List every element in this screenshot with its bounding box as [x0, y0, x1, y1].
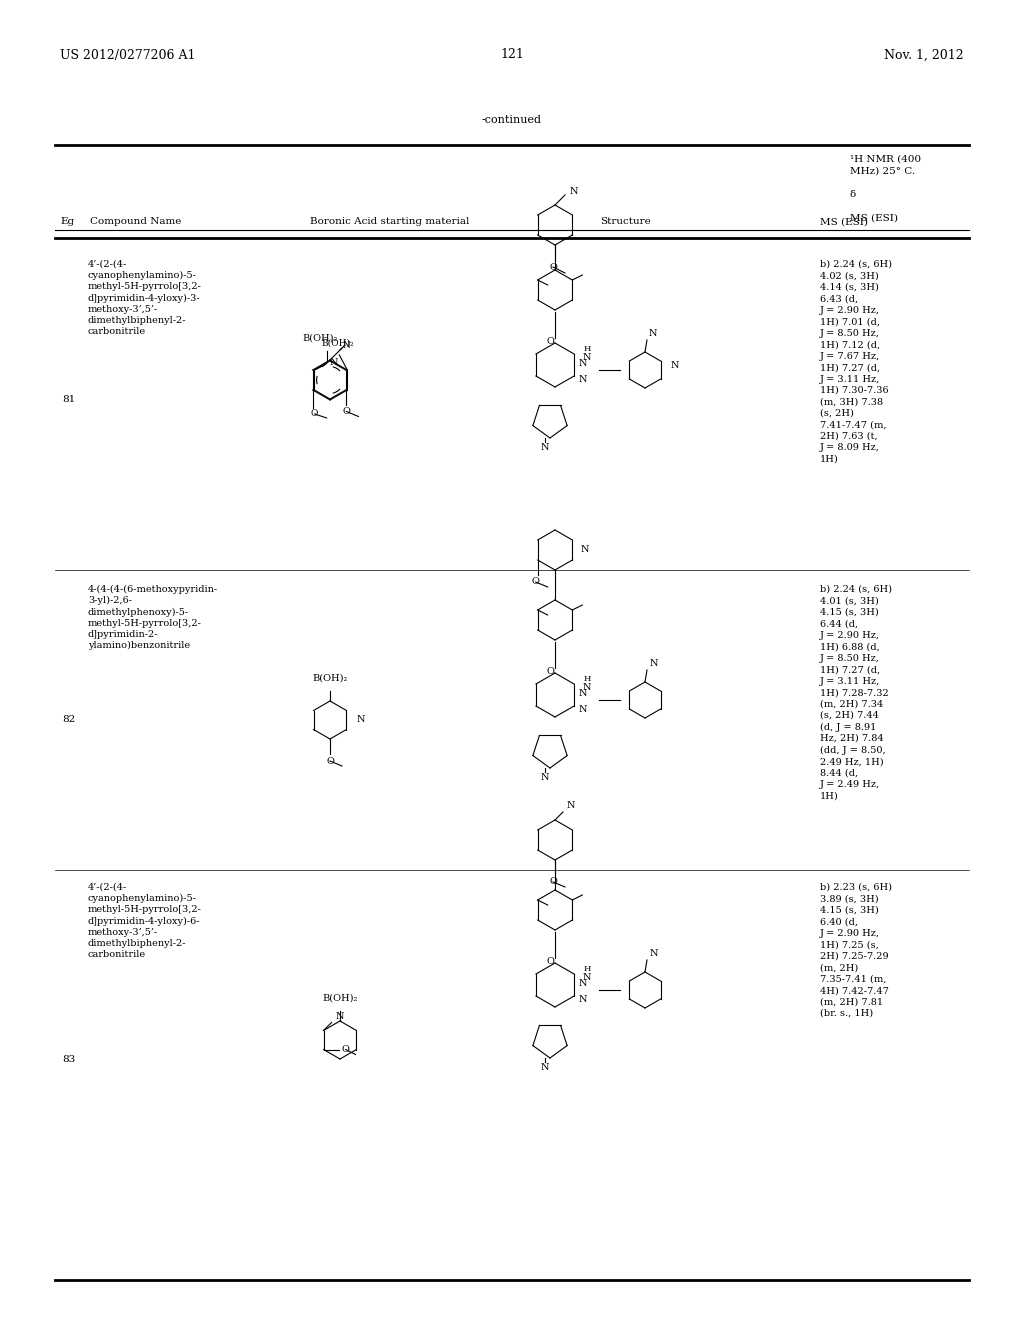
Text: N: N: [581, 545, 590, 554]
Text: N: N: [567, 801, 575, 810]
Text: b) 2.24 (s, 6H)
4.02 (s, 3H)
4.14 (s, 3H)
6.43 (d,
J = 2.90 Hz,
1H) 7.01 (d,
J =: b) 2.24 (s, 6H) 4.02 (s, 3H) 4.14 (s, 3H…: [820, 260, 892, 463]
Text: N: N: [330, 358, 338, 367]
Text: B(OH)₂: B(OH)₂: [302, 334, 338, 343]
Text: N: N: [579, 689, 588, 697]
Text: MS (ESI): MS (ESI): [820, 218, 868, 227]
Text: H: H: [584, 345, 591, 352]
Text: N: N: [541, 444, 549, 453]
Text: 4-(4-(4-(6-methoxypyridin-
3-yl)-2,6-
dimethylphenoxy)-5-
methyl-5H-pyrrolo[3,2-: 4-(4-(4-(6-methoxypyridin- 3-yl)-2,6- di…: [88, 585, 218, 651]
Text: N: N: [579, 705, 588, 714]
Text: O: O: [342, 1045, 349, 1053]
Text: Eg: Eg: [60, 218, 74, 227]
Text: ¹H NMR (400
MHz) 25° C.

δ

MS (ESI): ¹H NMR (400 MHz) 25° C. δ MS (ESI): [850, 154, 922, 223]
Text: N: N: [541, 774, 549, 783]
Text: Nov. 1, 2012: Nov. 1, 2012: [885, 49, 964, 62]
Text: N: N: [583, 682, 591, 692]
Text: N: N: [336, 1012, 344, 1020]
Text: O: O: [342, 407, 350, 416]
Text: N: N: [583, 973, 591, 982]
Text: US 2012/0277206 A1: US 2012/0277206 A1: [60, 49, 196, 62]
Text: N: N: [357, 715, 366, 725]
Text: 121: 121: [500, 49, 524, 62]
Text: 83: 83: [62, 1056, 75, 1064]
Text: O: O: [549, 878, 557, 887]
Text: B(OH)₂: B(OH)₂: [312, 675, 347, 682]
Text: Boronic Acid starting material: Boronic Acid starting material: [310, 218, 469, 227]
Text: 4’-(2-(4-
cyanophenylamino)-5-
methyl-5H-pyrrolo[3,2-
d]pyrimidin-4-yloxy)-3-
me: 4’-(2-(4- cyanophenylamino)-5- methyl-5H…: [88, 260, 202, 335]
Text: O: O: [546, 337, 554, 346]
Text: B(OH)₂: B(OH)₂: [321, 339, 353, 348]
Text: N: N: [579, 359, 588, 367]
Text: N: N: [570, 186, 579, 195]
Text: O: O: [549, 263, 557, 272]
Text: Compound Name: Compound Name: [90, 218, 181, 227]
Text: H: H: [584, 965, 591, 973]
Text: N: N: [579, 994, 588, 1003]
Text: 81: 81: [62, 396, 75, 404]
Text: O: O: [311, 409, 318, 418]
Text: b) 2.23 (s, 6H)
3.89 (s, 3H)
4.15 (s, 3H)
6.40 (d,
J = 2.90 Hz,
1H) 7.25 (s,
2H): b) 2.23 (s, 6H) 3.89 (s, 3H) 4.15 (s, 3H…: [820, 883, 892, 1018]
Text: b) 2.24 (s, 6H)
4.01 (s, 3H)
4.15 (s, 3H)
6.44 (d,
J = 2.90 Hz,
1H) 6.88 (d,
J =: b) 2.24 (s, 6H) 4.01 (s, 3H) 4.15 (s, 3H…: [820, 585, 892, 800]
Text: N: N: [579, 375, 588, 384]
Text: N: N: [649, 330, 657, 338]
Text: N: N: [650, 660, 658, 668]
Text: N: N: [579, 978, 588, 987]
Text: O: O: [546, 957, 554, 965]
Text: O: O: [546, 667, 554, 676]
Text: N: N: [583, 352, 591, 362]
Text: N: N: [671, 360, 680, 370]
Text: N: N: [650, 949, 658, 958]
Text: O: O: [531, 578, 540, 586]
Text: B(OH)₂: B(OH)₂: [323, 994, 357, 1003]
Text: H: H: [584, 675, 591, 682]
Text: 4’-(2-(4-
cyanophenylamino)-5-
methyl-5H-pyrrolo[3,2-
d]pyrimidin-4-yloxy)-6-
me: 4’-(2-(4- cyanophenylamino)-5- methyl-5H…: [88, 883, 202, 958]
Text: O: O: [326, 756, 334, 766]
Text: N: N: [342, 341, 350, 350]
Text: 82: 82: [62, 715, 75, 725]
Text: Structure: Structure: [600, 218, 650, 227]
Text: -continued: -continued: [482, 115, 542, 125]
Text: N: N: [541, 1064, 549, 1072]
